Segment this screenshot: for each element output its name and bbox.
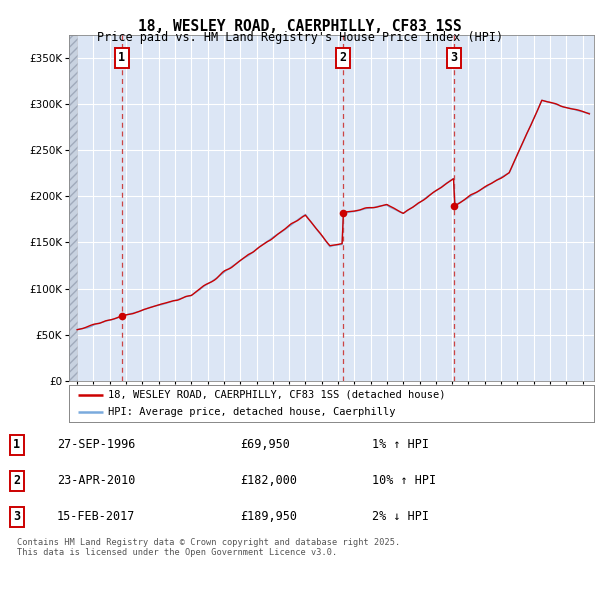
Text: HPI: Average price, detached house, Caerphilly: HPI: Average price, detached house, Caer… [109, 407, 396, 417]
Text: Price paid vs. HM Land Registry's House Price Index (HPI): Price paid vs. HM Land Registry's House … [97, 31, 503, 44]
Text: 1: 1 [118, 51, 125, 64]
Text: 23-APR-2010: 23-APR-2010 [57, 474, 136, 487]
Text: 2: 2 [340, 51, 347, 64]
Text: 1: 1 [13, 438, 20, 451]
Text: £69,950: £69,950 [240, 438, 290, 451]
Text: £189,950: £189,950 [240, 510, 297, 523]
Text: 1% ↑ HPI: 1% ↑ HPI [372, 438, 429, 451]
Text: 2: 2 [13, 474, 20, 487]
Text: 3: 3 [451, 51, 458, 64]
Text: 2% ↓ HPI: 2% ↓ HPI [372, 510, 429, 523]
Text: 15-FEB-2017: 15-FEB-2017 [57, 510, 136, 523]
Text: £182,000: £182,000 [240, 474, 297, 487]
Text: 27-SEP-1996: 27-SEP-1996 [57, 438, 136, 451]
Text: 18, WESLEY ROAD, CAERPHILLY, CF83 1SS (detached house): 18, WESLEY ROAD, CAERPHILLY, CF83 1SS (d… [109, 390, 446, 399]
Text: 18, WESLEY ROAD, CAERPHILLY, CF83 1SS: 18, WESLEY ROAD, CAERPHILLY, CF83 1SS [138, 19, 462, 34]
Text: Contains HM Land Registry data © Crown copyright and database right 2025.
This d: Contains HM Land Registry data © Crown c… [17, 538, 400, 558]
Text: 10% ↑ HPI: 10% ↑ HPI [372, 474, 436, 487]
Text: 3: 3 [13, 510, 20, 523]
